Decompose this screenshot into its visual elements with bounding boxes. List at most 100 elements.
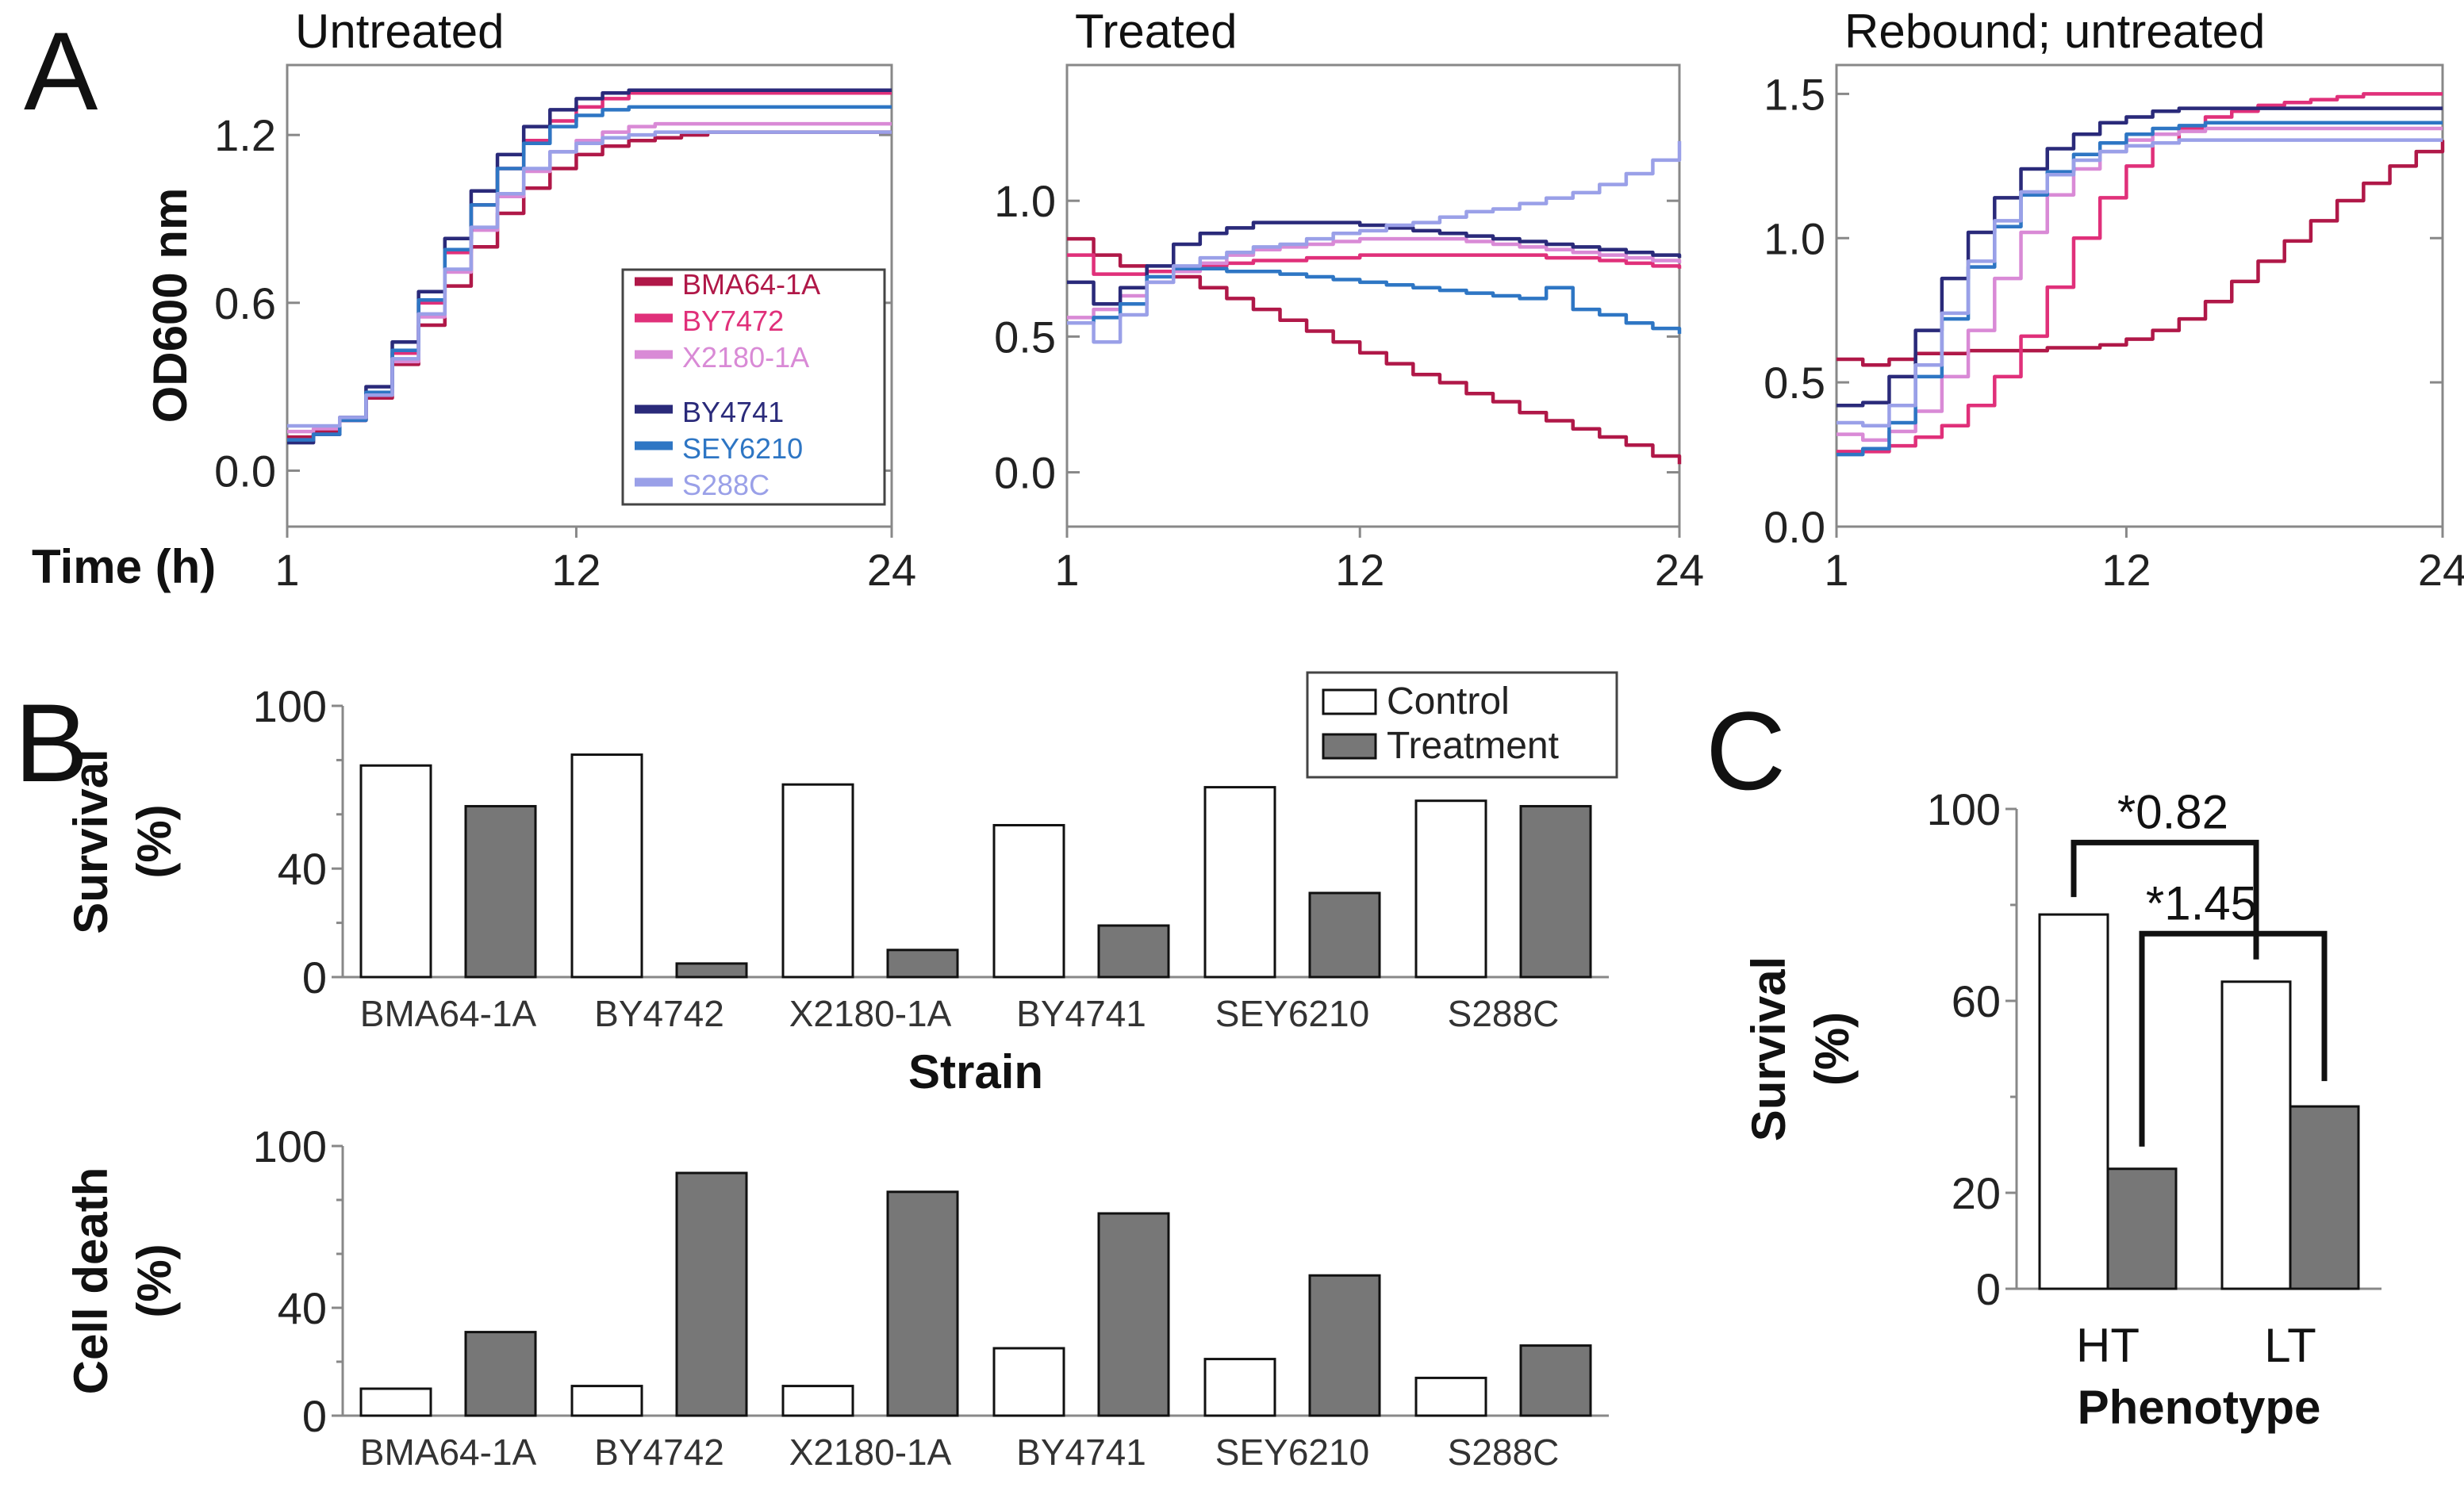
bar-control	[781, 1385, 854, 1417]
y-tick-label: 0	[302, 952, 327, 1002]
y-tick-label: 0.5	[1764, 358, 1825, 408]
x-tick-label: 24	[1655, 545, 1704, 595]
legend-label: BMA64-1A	[682, 268, 820, 301]
y-tick-label: 100	[253, 1121, 327, 1171]
y-tick-label: 1.0	[994, 176, 1056, 226]
y-tick-label: 40	[278, 844, 327, 894]
bar-control	[1414, 799, 1487, 979]
bar-treatment	[464, 805, 537, 979]
y-tick-label: 20	[1952, 1168, 2001, 1218]
y-axis-label: Survival	[1742, 956, 1795, 1141]
y-tick-label: 0	[302, 1391, 327, 1441]
bar-treatment	[1308, 1274, 1381, 1417]
category-label: HT	[2076, 1319, 2140, 1372]
legend-label: X2180-1A	[682, 341, 809, 374]
series-line-s288c	[1067, 140, 1682, 344]
bar-treatment	[1519, 1344, 1592, 1417]
plot-frame	[1835, 63, 2444, 528]
significance-bracket	[2071, 839, 2259, 960]
series-line-by4741	[1836, 106, 2443, 408]
bar-control	[781, 783, 854, 979]
significance-bracket	[2139, 930, 2328, 1147]
bar-treatment	[675, 962, 748, 979]
x-tick-label: 1	[1054, 545, 1079, 595]
untreated-chart: Untreated 0.0 0.6 1.2 1 12 24 BMA64-1A BY7472 X21…	[214, 5, 916, 595]
chart-title: Untreated	[295, 5, 505, 58]
series-line-s288c	[1836, 138, 2443, 427]
y-axis-label: Cell death	[64, 1167, 117, 1395]
x-tick-label: 1	[274, 545, 299, 595]
od600-axis-label: OD600 nm	[144, 188, 197, 424]
y-axis-label: Survival	[64, 749, 117, 933]
y-tick-label: 0.0	[214, 446, 276, 496]
series-line-sey6210	[1067, 266, 1682, 334]
y-tick-label: 1.5	[1764, 69, 1825, 119]
bar-treatment	[464, 1331, 537, 1417]
legend-box	[621, 268, 886, 506]
bar-control	[570, 1385, 643, 1417]
category-label: BY4741	[1016, 1432, 1146, 1473]
category-label: SEY6210	[1215, 1432, 1369, 1473]
rebound-chart: Rebound; untreated 0.0 0.5 1.0 1.5 1 12 24	[1764, 5, 2464, 595]
series-line-x2180-1a	[1836, 126, 2443, 443]
bar-control	[359, 1387, 432, 1417]
bar-control	[570, 753, 643, 979]
legend-label-treatment: Treatment	[1387, 725, 1559, 767]
legend-label: S288C	[682, 469, 770, 501]
y-tick-label: 0.6	[214, 278, 276, 328]
y-tick-label: 1.0	[1764, 213, 1825, 263]
y-tick-label: 0.5	[994, 312, 1056, 362]
category-label: BMA64-1A	[360, 993, 537, 1034]
panel-letter-c: C	[1706, 688, 1786, 813]
chart-title: Rebound; untreated	[1844, 5, 2265, 58]
bar-control	[1203, 786, 1276, 979]
x-tick-label: 24	[867, 545, 916, 595]
legend-label-control: Control	[1387, 680, 1510, 723]
category-label: X2180-1A	[789, 993, 952, 1034]
significance-label: *1.45	[2146, 876, 2257, 929]
x-tick-label: 24	[2418, 545, 2464, 595]
y-axis-label-unit: (%)	[1806, 1012, 1859, 1086]
y-tick-label: 0	[1976, 1264, 2001, 1314]
x-axis-label: Strain	[908, 1045, 1043, 1098]
significance-label: *0.82	[2117, 785, 2228, 838]
bar-treatment	[1097, 924, 1170, 979]
y-tick-label: 1.2	[214, 110, 276, 160]
plot-frame	[1065, 63, 1681, 528]
y-tick-label: 0.0	[994, 448, 1056, 498]
series-line-by4741	[287, 88, 892, 445]
x-tick-label: 12	[1335, 545, 1384, 595]
plot-frame	[286, 63, 893, 528]
survival-chart: 0 40 100 BMA64-1A BY4742 X2180-1A BY4741 SEY621…	[64, 671, 1618, 1098]
treated-chart: Treated 0.0 0.5 1.0 1 12 24	[994, 5, 1704, 595]
x-axis-label: Phenotype	[2078, 1381, 2321, 1434]
legend-swatch-control	[1322, 688, 1377, 715]
series-line-by7472	[1836, 92, 2443, 454]
category-label: BY4742	[594, 993, 724, 1034]
bar-treatment	[886, 1190, 959, 1417]
bar-treatment	[1519, 805, 1592, 979]
y-axis-label-unit: (%)	[128, 1244, 181, 1317]
chart-title: Treated	[1075, 5, 1238, 58]
time-axis-label: Time (h)	[32, 540, 216, 593]
panel-letter-b: B	[14, 680, 88, 805]
category-label: X2180-1A	[789, 1432, 952, 1473]
category-label: BY4741	[1016, 993, 1146, 1034]
category-label: S288C	[1448, 993, 1560, 1034]
x-tick-label: 12	[551, 545, 601, 595]
bar-control	[2220, 980, 2292, 1290]
bar-control	[992, 823, 1065, 979]
y-tick-label: 100	[1927, 784, 2001, 834]
category-label: SEY6210	[1215, 993, 1369, 1034]
bar-control	[1414, 1376, 1487, 1417]
series-line-by4741	[1067, 220, 1682, 306]
bar-treatment	[675, 1171, 748, 1417]
y-tick-label: 100	[253, 681, 327, 731]
bar-treatment	[2289, 1105, 2360, 1290]
legend-label: SEY6210	[682, 432, 803, 465]
series-line-s288c	[287, 130, 892, 428]
x-tick-label: 12	[2101, 545, 2151, 595]
legend-label: BY7472	[682, 305, 784, 337]
bar-treatment	[1308, 891, 1381, 979]
